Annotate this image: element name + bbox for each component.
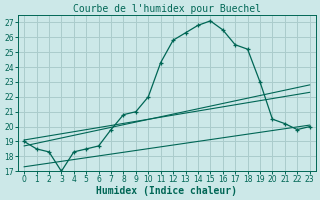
- X-axis label: Humidex (Indice chaleur): Humidex (Indice chaleur): [96, 186, 237, 196]
- Title: Courbe de l'humidex pour Buechel: Courbe de l'humidex pour Buechel: [73, 4, 261, 14]
